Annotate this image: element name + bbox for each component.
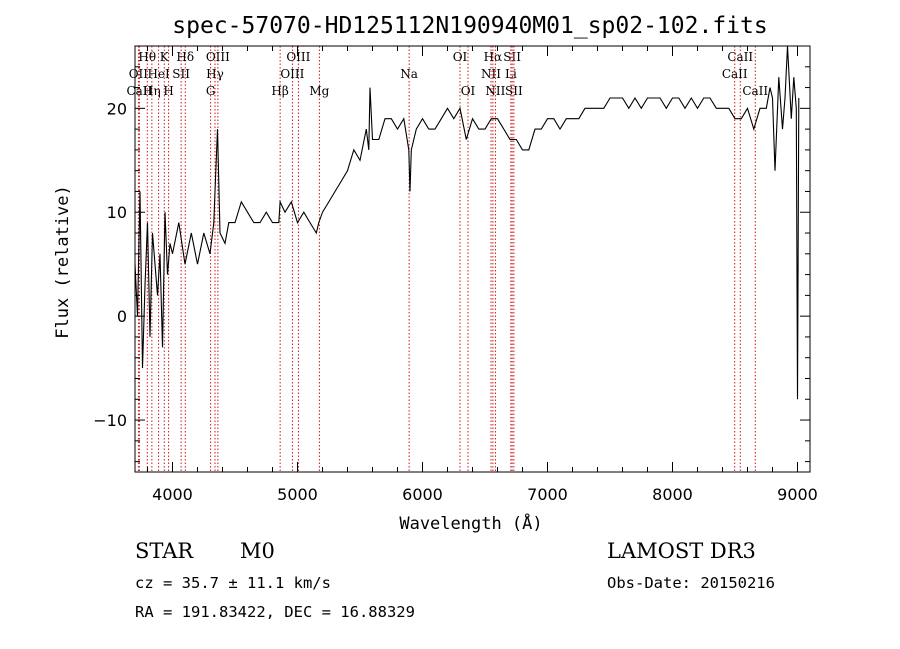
x-tick-label: 5000 — [277, 485, 318, 504]
line-label: SII — [505, 84, 523, 98]
x-tick-label: 4000 — [152, 485, 193, 504]
line-label: OI — [461, 84, 476, 98]
survey-name: LAMOST DR3 — [607, 539, 756, 563]
line-label: HeI — [147, 67, 170, 81]
chart-title: spec-57070-HD125112N190940M01_sp02-102.f… — [172, 13, 767, 39]
redshift-velocity: cz = 35.7 ± 11.1 km/s — [135, 574, 331, 592]
line-label: OII — [129, 67, 149, 81]
observation-date: Obs-Date: 20150216 — [607, 574, 775, 592]
line-label: SII — [503, 50, 521, 64]
x-tick-label: 9000 — [777, 485, 818, 504]
line-label: Hδ — [176, 50, 194, 64]
line-label: Na — [400, 67, 418, 81]
line-label: Li — [505, 67, 517, 81]
x-tick-label: 6000 — [402, 485, 443, 504]
line-label: K — [160, 50, 170, 64]
y-axis-label: Flux (relative) — [53, 185, 73, 339]
line-label: Hθ — [138, 50, 156, 64]
line-label: NII — [481, 67, 501, 81]
y-tick-label: 10 — [107, 203, 127, 222]
line-label: Hα — [484, 50, 503, 64]
line-label: OIII — [206, 50, 230, 64]
line-label: Hη — [143, 84, 161, 98]
line-label: CaII — [126, 84, 152, 98]
line-label: NII — [485, 84, 505, 98]
y-tick-label: 0 — [117, 307, 127, 326]
spectrum-series — [134, 45, 800, 400]
x-tick-label: 8000 — [652, 485, 693, 504]
y-tick-label: 20 — [107, 99, 127, 118]
line-label: Mg — [309, 84, 329, 98]
y-tick-label: −10 — [93, 411, 127, 430]
x-tick-label: 7000 — [527, 485, 568, 504]
line-label: OI — [453, 50, 468, 64]
plot-axes: 4000 5000 6000 7000 8000 9000 −10 0 10 20 — [93, 45, 818, 504]
plot-frame — [134, 45, 811, 473]
object-class: STAR — [135, 539, 194, 563]
line-label: G — [206, 84, 216, 98]
line-label: OIII — [280, 67, 304, 81]
coordinates: RA = 191.83422, DEC = 16.88329 — [135, 603, 415, 621]
line-label: CaII — [722, 67, 748, 81]
x-axis-label: Wavelength (Å) — [399, 512, 542, 534]
line-label: Hγ — [206, 67, 224, 81]
line-label: SII — [172, 67, 190, 81]
line-label: Hβ — [271, 84, 288, 98]
line-label: CaII — [742, 84, 768, 98]
line-label: OIII — [286, 50, 310, 64]
line-label: H — [163, 84, 173, 98]
subclass: M0 — [240, 539, 275, 563]
line-label: CaII — [727, 50, 753, 64]
spectrum-line — [134, 45, 800, 400]
